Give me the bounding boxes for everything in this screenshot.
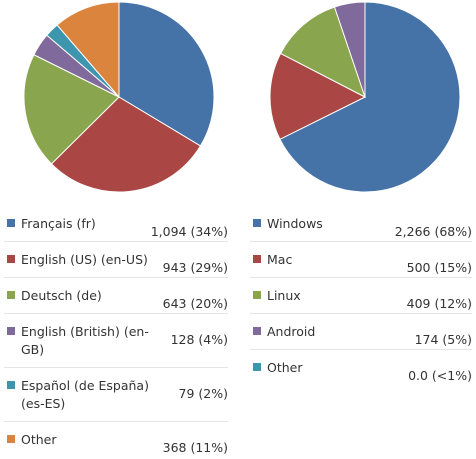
legend-swatch <box>7 327 15 335</box>
legend-label-text: English (US) (en-US) <box>21 252 148 267</box>
legend-value: 943 (29%) <box>162 260 228 275</box>
legend-label: Linux <box>250 278 374 313</box>
legend-value: 174 (5%) <box>414 332 472 347</box>
legend-value: 0.0 (<1%) <box>408 368 472 383</box>
legend-value: 79 (2%) <box>178 386 228 401</box>
legend-value: 500 (15%) <box>406 260 472 275</box>
legend-label-text: Android <box>267 324 316 339</box>
legend-value: 643 (20%) <box>162 296 228 311</box>
legend-label: English (US) (en-US) <box>4 242 150 277</box>
platform-pie-chart <box>269 1 461 193</box>
pie-slice-windows[interactable] <box>279 1 461 193</box>
legend-swatch <box>253 291 261 299</box>
pie-slice-english-us-en-us[interactable] <box>50 96 202 193</box>
legend-label-text: English (British) (en-GB) <box>21 324 149 357</box>
legend-label-text: Mac <box>267 252 293 267</box>
legend-swatch <box>253 255 261 263</box>
legend-row-android[interactable]: Android 174 (5%) <box>250 314 472 350</box>
legend-swatch <box>7 435 15 443</box>
legend-label-text: Other <box>267 360 303 375</box>
legend-label: Mac <box>250 242 374 277</box>
pie-slice-linux[interactable] <box>279 6 366 99</box>
pie-slice-mac[interactable] <box>269 52 367 140</box>
pie-slice-deutsch-de[interactable] <box>23 54 120 165</box>
legend-row-linux[interactable]: Linux 409 (12%) <box>250 278 472 314</box>
legend-row-windows[interactable]: Windows 2,266 (68%) <box>250 206 472 242</box>
legend-row-mac[interactable]: Mac 500 (15%) <box>250 242 472 278</box>
legend-value: 368 (11%) <box>162 440 228 455</box>
legend-label-text: Español (de España) (es-ES) <box>21 378 149 411</box>
legend-row-other[interactable]: Other 0.0 (<1%) <box>250 350 472 385</box>
legend-label: English (British) (en-GB) <box>4 314 150 367</box>
legend-swatch <box>7 219 15 227</box>
legend-swatch <box>7 291 15 299</box>
legend-label-text: Windows <box>267 216 323 231</box>
platform-legend: Windows 2,266 (68%) Mac 500 (15%) Linux 409 (… <box>250 206 472 385</box>
legend-label: Español (de España) (es-ES) <box>4 368 150 421</box>
legend-row-deutsch-de[interactable]: Deutsch (de) 643 (20%) <box>4 278 228 314</box>
legend-label: Français (fr) <box>4 206 150 241</box>
legend-swatch <box>253 363 261 371</box>
legend-label: Windows <box>250 206 374 241</box>
legend-row-english-us-en-us[interactable]: English (US) (en-US) 943 (29%) <box>4 242 228 278</box>
legend-row-english-british-en-gb[interactable]: English (British) (en-GB) 128 (4%) <box>4 314 228 368</box>
legend-value: 1,094 (34%) <box>150 224 228 239</box>
legend-label: Deutsch (de) <box>4 278 150 313</box>
legend-swatch <box>253 219 261 227</box>
legend-label-text: Linux <box>267 288 301 303</box>
legend-swatch <box>7 255 15 263</box>
legend-row-espanol-de-espana-es-es[interactable]: Español (de España) (es-ES) 79 (2%) <box>4 368 228 422</box>
legend-swatch <box>7 381 15 389</box>
locale-legend: Français (fr) 1,094 (34%) English (US) (en… <box>4 206 228 457</box>
legend-label: Other <box>4 422 150 457</box>
locale-pie-chart <box>23 1 215 193</box>
pie-slice-francais-fr[interactable] <box>118 1 215 147</box>
legend-label: Other <box>250 350 374 385</box>
legend-label-text: Deutsch (de) <box>21 288 102 303</box>
legend-row-francais-fr[interactable]: Français (fr) 1,094 (34%) <box>4 206 228 242</box>
legend-label-text: Français (fr) <box>21 216 96 231</box>
legend-label: Android <box>250 314 374 349</box>
legend-value: 128 (4%) <box>170 332 228 347</box>
legend-value: 409 (12%) <box>406 296 472 311</box>
legend-label-text: Other <box>21 432 57 447</box>
pie-slice-other[interactable] <box>56 1 120 99</box>
pie-slice-android[interactable] <box>333 1 366 98</box>
legend-value: 2,266 (68%) <box>394 224 472 239</box>
legend-swatch <box>253 327 261 335</box>
legend-row-other[interactable]: Other 368 (11%) <box>4 422 228 457</box>
